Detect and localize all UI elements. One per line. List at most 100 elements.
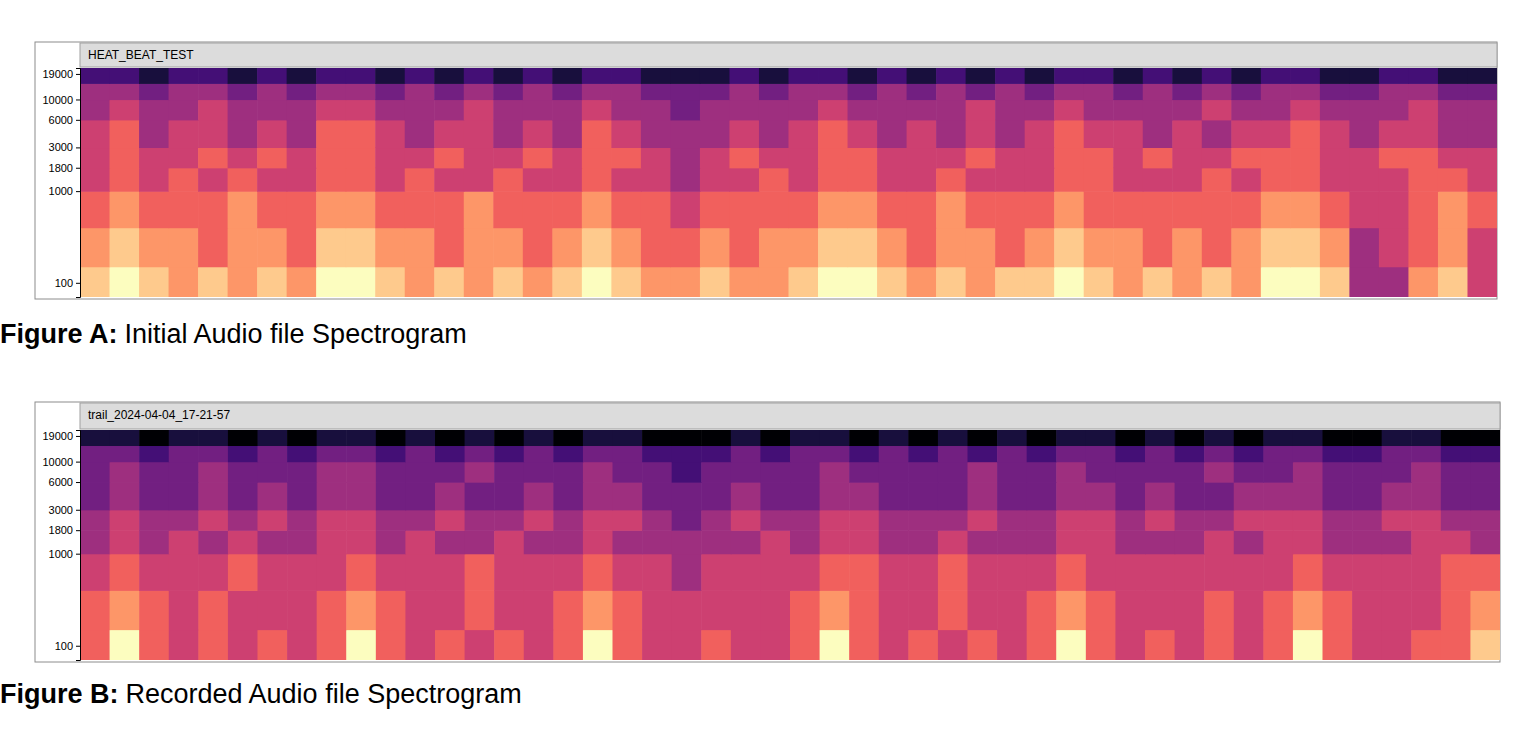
heatmap-cell [493, 68, 523, 84]
heatmap-cell [968, 590, 998, 630]
heatmap-cell [759, 228, 789, 268]
heatmap-cell [968, 630, 998, 660]
heatmap-cell [760, 430, 790, 446]
heatmap-cell [1411, 630, 1441, 660]
heatmap-cell [405, 83, 435, 100]
heatmap-cell [1382, 482, 1412, 510]
heatmap-cell [731, 462, 761, 483]
heatmap-cell [908, 510, 938, 531]
tick: 1000 [49, 185, 80, 197]
tick-mark [76, 120, 80, 121]
heatmap-cell [316, 267, 346, 297]
heatmap-cell [877, 68, 907, 84]
heatmap-cell [700, 191, 730, 228]
heatmap-cell [287, 530, 317, 554]
heatmap-cell [642, 530, 672, 554]
heatmap-cell [405, 445, 435, 462]
heatmap-cell [1382, 530, 1412, 554]
heatmap-cell [376, 482, 406, 510]
heatmap-cell [672, 462, 702, 483]
heatmap-cell [80, 120, 110, 148]
heatmap-cell [80, 530, 110, 554]
heatmap-cell [1290, 99, 1320, 120]
heatmap-cell [1084, 120, 1114, 148]
heatmap-cell [523, 68, 553, 84]
heatmap-cell [1470, 590, 1500, 630]
heatmap-cell [287, 168, 317, 192]
heatmap-cell [524, 554, 554, 591]
heatmap-cell [700, 147, 730, 168]
heatmap-cell [582, 99, 612, 120]
heatmap-cell [879, 445, 909, 462]
axis-line [76, 69, 81, 298]
heatmap-cell [611, 120, 641, 148]
heatmap-cell [670, 147, 700, 168]
heatmap-cell [80, 83, 110, 100]
heatmap-cell [1175, 430, 1205, 446]
heatmap-cell [524, 530, 554, 554]
heatmap-cell [789, 99, 819, 120]
heatmap-cell [169, 462, 199, 483]
heatmap-cell [1352, 445, 1382, 462]
heatmap-cell [435, 430, 465, 446]
heatmap-cell [1056, 590, 1086, 630]
heatmap-cell [818, 228, 848, 268]
heatmap-cell [1143, 147, 1173, 168]
heatmap-cell [613, 630, 643, 660]
heatmap-cell [966, 191, 996, 228]
heatmap-cell [198, 168, 228, 192]
heatmap-cell [966, 83, 996, 100]
heatmap-cell [1408, 83, 1438, 100]
heatmap-cell [995, 83, 1025, 100]
heatmap-cell [701, 554, 731, 591]
heatmap-cell [731, 554, 761, 591]
heatmap-cell [1441, 482, 1471, 510]
heatmap-cell [611, 147, 641, 168]
track-title: HEAT_BEAT_TEST [88, 48, 194, 62]
heatmap-cell [879, 554, 909, 591]
heatmap-cell [907, 228, 937, 268]
heatmap-cell [524, 510, 554, 531]
heatmap-cell [1113, 168, 1143, 192]
heatmap-cell [552, 191, 582, 228]
tick-label: 3000 [49, 504, 73, 516]
heatmap-cell [701, 630, 731, 660]
heatmap-cell [1025, 168, 1055, 192]
heatmap-cell [820, 530, 850, 554]
heatmap-cell [523, 228, 553, 268]
heatmap-cell [997, 482, 1027, 510]
heatmap-cell [228, 120, 258, 148]
tick-mark [76, 283, 80, 284]
heatmap-cell [1054, 228, 1084, 268]
heatmap-cell [552, 83, 582, 100]
heatmap-cell [1143, 68, 1173, 84]
heatmap-cell [1143, 228, 1173, 268]
heatmap-cell [700, 267, 730, 297]
heatmap-cell [228, 191, 258, 228]
heatmap-cell [494, 510, 524, 531]
heatmap-cell [613, 430, 643, 446]
track-title: trail_2024-04-04_17-21-57 [88, 408, 230, 422]
heatmap-cell [494, 482, 524, 510]
heatmap-cell [1231, 147, 1261, 168]
heatmap-cell [1086, 482, 1116, 510]
heatmap-cell [553, 590, 583, 630]
heatmap-cell [405, 147, 435, 168]
heatmap-cell [760, 590, 790, 630]
heatmap-cell [257, 68, 287, 84]
heatmap-cell [228, 99, 258, 120]
heatmap-cell [524, 430, 554, 446]
heatmap-cell [877, 168, 907, 192]
heatmap-cell [1027, 590, 1057, 630]
heatmap-cell [613, 554, 643, 591]
heatmap-cell [1113, 147, 1143, 168]
heatmap-cell [317, 530, 347, 554]
heatmap-cell [700, 99, 730, 120]
heatmap-cell [877, 191, 907, 228]
heatmap-cell [198, 530, 228, 554]
heatmap-cell [169, 191, 199, 228]
heatmap-cell [405, 630, 435, 660]
heatmap-cell [1231, 168, 1261, 192]
heatmap-cell [877, 147, 907, 168]
heatmap-cell [316, 83, 346, 100]
